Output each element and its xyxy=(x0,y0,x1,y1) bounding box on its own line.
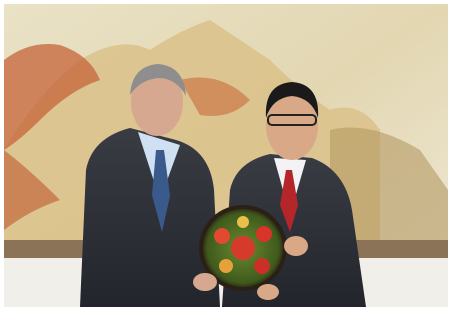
hand xyxy=(257,284,279,300)
photo xyxy=(0,0,452,311)
plate-flower xyxy=(256,226,272,242)
page xyxy=(0,0,452,311)
plate-flower xyxy=(214,228,230,244)
plate-flower xyxy=(231,236,255,260)
hand xyxy=(193,273,217,291)
plate-flower xyxy=(254,258,270,274)
plate-flower xyxy=(237,216,249,228)
plate-flower xyxy=(219,259,233,273)
hand xyxy=(284,236,308,256)
